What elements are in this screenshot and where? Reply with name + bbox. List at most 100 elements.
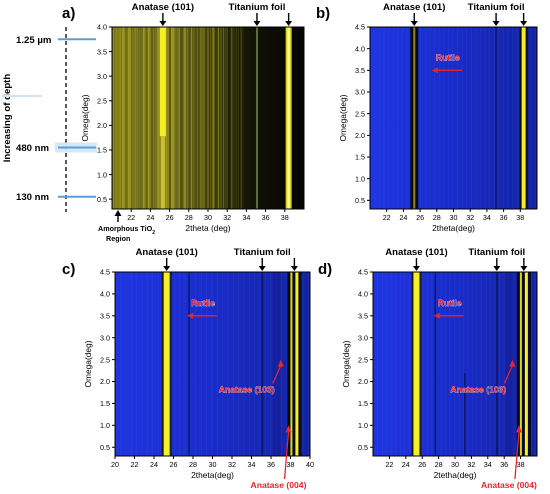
peak-band-ti-strong xyxy=(521,27,526,209)
peak-arrow-head xyxy=(520,266,528,271)
annotation: Rutile xyxy=(431,52,462,74)
noise-streak xyxy=(174,27,175,209)
scan-line xyxy=(402,27,403,209)
noise-streak xyxy=(135,27,137,209)
scan-line xyxy=(535,27,536,209)
noise-streak xyxy=(179,27,181,209)
panel-a: 0.5 1.0 1.5 2.0 2.5 3.0 3.5 4.0 22 24 26 28 30 32 34 36… xyxy=(62,2,305,233)
heatmap-area-a xyxy=(112,27,304,209)
x-tick-label: 32 xyxy=(223,213,231,222)
scan-line xyxy=(457,27,458,209)
y-tick-label: 0.5 xyxy=(97,195,107,204)
scan-line xyxy=(308,272,309,456)
peak-arrow-head xyxy=(492,21,500,26)
x-tick-label: 32 xyxy=(466,213,474,222)
scan-line xyxy=(480,27,481,209)
peak-band-ti-left xyxy=(519,272,522,456)
y-axis-label: Omega(deg) xyxy=(83,340,93,387)
x-tick-label: 32 xyxy=(467,460,475,469)
annotation-arrow-head xyxy=(277,359,284,367)
noise-streak xyxy=(240,27,242,209)
noise-streak xyxy=(236,27,238,209)
scan-line xyxy=(440,272,442,456)
noise-streak xyxy=(171,27,173,209)
scan-line xyxy=(211,272,213,456)
noise-streak xyxy=(130,27,131,209)
scan-line xyxy=(490,272,491,456)
noise-streak xyxy=(238,27,239,209)
y-tick-label: 4.0 xyxy=(100,290,110,299)
y-axis-label: Omega(deg) xyxy=(338,94,348,141)
noise-streak xyxy=(142,27,144,209)
y-tick-label: 2.0 xyxy=(97,121,107,130)
noise-streak xyxy=(122,27,123,209)
y-tick-label: 4.0 xyxy=(358,290,368,299)
y-tick-label: 3.0 xyxy=(355,88,365,97)
noise-streak xyxy=(212,27,214,209)
noise-streak xyxy=(231,27,232,209)
amorphous-label-region: Region xyxy=(106,234,130,243)
noise-streak xyxy=(226,27,227,209)
scan-line xyxy=(448,27,449,209)
scan-line xyxy=(190,272,191,456)
noise-streak xyxy=(213,27,215,209)
peak-label: Titanium foil xyxy=(468,247,525,258)
noise-streak xyxy=(182,27,184,209)
peak-band-ti-core xyxy=(287,27,290,209)
faint-line xyxy=(464,373,466,456)
noise-streak xyxy=(202,27,203,209)
noise-streak xyxy=(227,27,228,209)
y-tick-label: 2.5 xyxy=(355,109,365,118)
noise-streak xyxy=(171,27,173,209)
peak-band-ti-left xyxy=(290,272,293,456)
noise-streak xyxy=(211,27,213,209)
noise-streak xyxy=(184,27,186,209)
peak-band-titanium xyxy=(261,272,264,456)
x-tick-label: 40 xyxy=(306,460,314,469)
noise-streak xyxy=(148,27,149,209)
noise-streak xyxy=(184,27,185,209)
scan-line xyxy=(467,272,469,456)
noise-streak xyxy=(120,27,122,209)
peak-arrow-head xyxy=(258,266,266,271)
scan-line xyxy=(173,272,175,456)
scan-line xyxy=(388,27,389,209)
peak-band-anatase xyxy=(163,272,170,456)
scan-line xyxy=(409,272,410,456)
scan-line xyxy=(436,272,437,456)
peak-label: Titanium foil xyxy=(229,2,286,13)
scan-line xyxy=(485,272,487,456)
noise-streak xyxy=(175,27,176,209)
peak-band-titanium xyxy=(495,27,498,209)
scan-line xyxy=(443,27,445,209)
noise-streak xyxy=(153,27,154,209)
noise-streak xyxy=(225,27,226,209)
shoulder-band xyxy=(505,272,514,456)
peak-label: Anatase (101) xyxy=(383,2,445,13)
scan-line xyxy=(243,272,245,456)
noise-streak xyxy=(217,27,219,209)
scan-line xyxy=(499,272,500,456)
x-tick-label: 24 xyxy=(399,213,407,222)
scan-line xyxy=(382,272,383,456)
x-axis-label: 2theta(deg) xyxy=(191,470,234,480)
scan-line xyxy=(386,272,388,456)
noise-streak xyxy=(193,27,194,209)
x-tick-label: 30 xyxy=(209,460,217,469)
noise-streak xyxy=(223,27,224,209)
noise-streak xyxy=(149,27,150,209)
scan-line xyxy=(125,272,127,456)
noise-streak xyxy=(142,27,144,209)
scan-line xyxy=(157,272,159,456)
scan-line xyxy=(512,27,513,209)
noise-streak xyxy=(186,27,188,209)
peak-arrow-head xyxy=(290,266,298,271)
noise-streak xyxy=(197,27,198,209)
x-tick-label: 26 xyxy=(418,460,426,469)
x-tick-label: 38 xyxy=(287,460,295,469)
x-axis-label: 2theta (deg) xyxy=(185,223,230,233)
heatmap-area-d xyxy=(373,272,537,456)
noise-streak xyxy=(191,27,192,209)
noise-streak xyxy=(218,27,219,209)
noise-streak xyxy=(192,27,194,209)
